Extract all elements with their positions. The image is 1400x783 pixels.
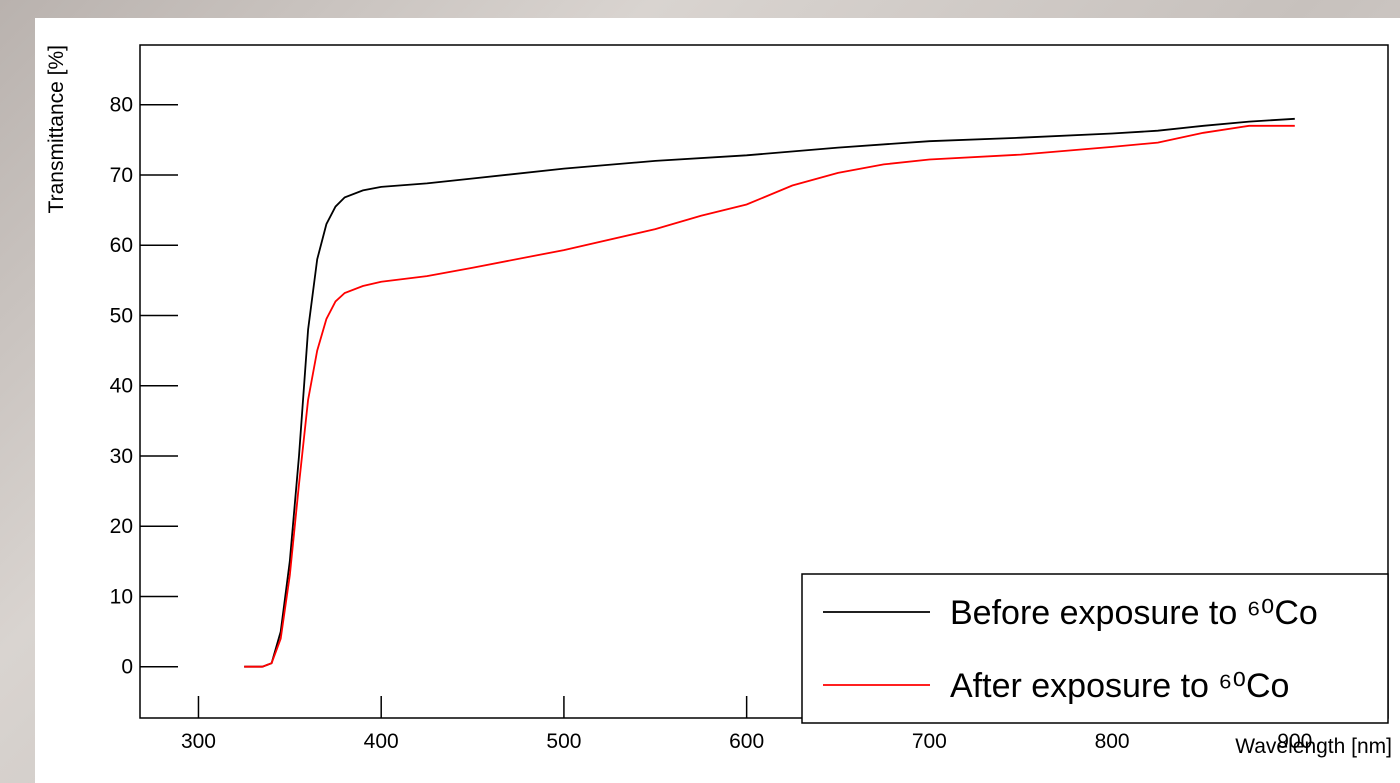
legend-box <box>801 573 1389 724</box>
x-tick-label: 900 <box>1277 730 1312 753</box>
x-tick-label: 500 <box>546 730 581 753</box>
y-tick-label: 0 <box>121 656 133 679</box>
y-axis-title: Transmittance [%] <box>45 45 68 213</box>
x-tick-label: 700 <box>912 730 947 753</box>
y-tick-label: 70 <box>110 164 133 187</box>
x-tick-label: 300 <box>181 730 216 753</box>
series-line <box>244 117 1295 668</box>
x-axis-title: Wavelength [nm] <box>1235 735 1392 758</box>
x-tick-label: 600 <box>729 730 764 753</box>
y-tick-label: 10 <box>110 585 133 608</box>
plot-frame <box>139 44 1389 719</box>
y-tick-label: 60 <box>110 234 133 257</box>
y-tick-label: 30 <box>110 445 133 468</box>
y-tick-label: 50 <box>110 304 133 327</box>
legend-label: Before exposure to ⁶⁰Co <box>950 594 1318 632</box>
y-tick-label: 40 <box>110 375 133 398</box>
legend-label: After exposure to ⁶⁰Co <box>950 667 1289 705</box>
series-line <box>244 124 1295 668</box>
y-tick-label: 20 <box>110 515 133 538</box>
x-tick-label: 800 <box>1095 730 1130 753</box>
x-tick-label: 400 <box>364 730 399 753</box>
y-tick-label: 80 <box>110 94 133 117</box>
